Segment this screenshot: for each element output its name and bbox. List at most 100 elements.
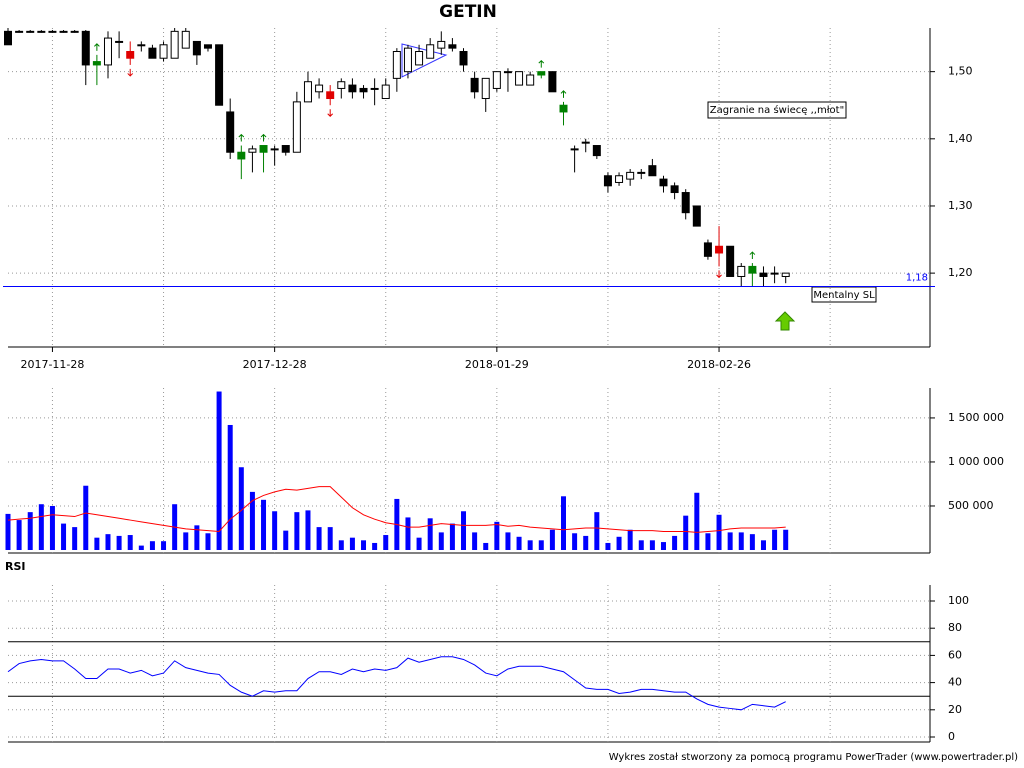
volume-bar <box>727 532 733 550</box>
triangle-pattern <box>401 43 448 78</box>
x-tick-label: 2017-12-28 <box>243 358 307 371</box>
candle-body <box>137 44 146 47</box>
candle-body <box>15 30 24 33</box>
volume-bar <box>127 535 133 550</box>
candle-body <box>603 175 612 187</box>
annotation: Zagranie na świecę ,,młot" <box>710 104 844 116</box>
candle-body <box>392 51 401 79</box>
candle-body <box>303 81 312 103</box>
moving-average-line <box>7 486 786 533</box>
candle-body <box>715 245 724 254</box>
rsi-title: RSI <box>5 560 26 573</box>
candle-body <box>637 171 646 174</box>
candle-body <box>403 47 412 73</box>
volume-bar <box>272 511 278 550</box>
volume-bar <box>638 540 644 550</box>
buy-signal-arrow <box>260 133 267 142</box>
candle-body <box>337 81 346 89</box>
candle-body <box>281 145 290 153</box>
candle-body <box>781 272 790 277</box>
volume-bar <box>216 391 222 550</box>
y-tick-label: 1 500 000 <box>948 411 1004 424</box>
volume-bar <box>27 512 33 550</box>
y-tick-label: 0 <box>948 730 955 743</box>
buy-signal-arrow <box>238 133 245 142</box>
candle-body <box>48 30 57 33</box>
candle-body <box>526 74 535 86</box>
candle-body <box>759 272 768 277</box>
candle-body <box>270 148 279 151</box>
candle-body <box>92 61 101 66</box>
rsi-line <box>7 656 786 711</box>
candle-body <box>648 165 657 177</box>
volume-bar <box>72 527 78 550</box>
buy-signal-arrow <box>94 43 100 51</box>
volume-bar <box>494 521 500 550</box>
candle-body <box>315 84 324 93</box>
candle-body <box>415 51 424 66</box>
candle-body <box>703 242 712 257</box>
volume-bar <box>38 504 44 550</box>
y-tick-label: 1 000 000 <box>948 455 1004 468</box>
volume-bar <box>749 534 755 550</box>
candle-body <box>59 30 68 33</box>
annotation: Mentalny SL <box>813 290 875 301</box>
candle-body <box>515 71 524 86</box>
candle-body <box>181 30 190 49</box>
volume-bar <box>705 533 711 550</box>
volume-bar <box>738 532 744 550</box>
candle-body <box>537 71 546 76</box>
candle-body <box>148 47 157 59</box>
annotation-box <box>707 101 847 119</box>
volume-bar <box>405 517 411 550</box>
support-label: 1,18 <box>906 273 928 284</box>
candle-body <box>126 51 135 59</box>
y-tick-label: 500 000 <box>948 499 994 512</box>
volume-bar <box>49 505 55 550</box>
volume-bar <box>372 542 378 550</box>
volume-bar <box>349 537 355 550</box>
volume-bar <box>716 514 722 550</box>
volume-bar <box>561 496 566 550</box>
candle-body <box>348 84 357 93</box>
volume-bar <box>783 529 789 550</box>
chart-title: GETIN <box>439 2 497 22</box>
volume-bar <box>83 485 89 550</box>
volume-bar <box>249 491 255 550</box>
candle-body <box>359 87 368 93</box>
candle-body <box>659 178 668 187</box>
candle-body <box>70 30 79 33</box>
volume-bar <box>527 540 533 550</box>
candle-body <box>326 91 335 100</box>
y-tick-label: 20 <box>948 703 962 716</box>
volume-bar <box>627 529 633 550</box>
volume-bar <box>438 532 444 550</box>
sell-signal-arrow <box>127 68 134 77</box>
volume-bar <box>94 537 100 550</box>
volume-bar <box>305 510 311 550</box>
volume-bar <box>616 536 622 550</box>
volume-bar <box>683 515 689 550</box>
volume-bar <box>449 523 455 550</box>
volume-bar <box>138 545 144 550</box>
volume-bar <box>205 533 211 550</box>
candle-body <box>170 30 179 59</box>
volume-bar <box>461 511 467 550</box>
candle-body <box>459 51 468 66</box>
candle-body <box>670 185 679 194</box>
x-tick-label: 2017-11-28 <box>20 358 84 371</box>
candle-body <box>37 30 46 33</box>
candle-body <box>559 104 568 113</box>
y-tick-label: 1,40 <box>948 132 973 145</box>
y-tick-label: 1,20 <box>948 266 973 279</box>
candle-body <box>4 30 12 46</box>
volume-bar <box>649 540 655 550</box>
candle-body <box>26 30 35 33</box>
y-tick-label: 80 <box>948 621 962 634</box>
volume-bar <box>316 527 322 550</box>
candle-body <box>192 40 201 56</box>
volume-bar <box>416 537 422 550</box>
volume-bar <box>472 532 478 550</box>
volume-bar <box>149 541 155 550</box>
volume-bar <box>183 532 189 550</box>
